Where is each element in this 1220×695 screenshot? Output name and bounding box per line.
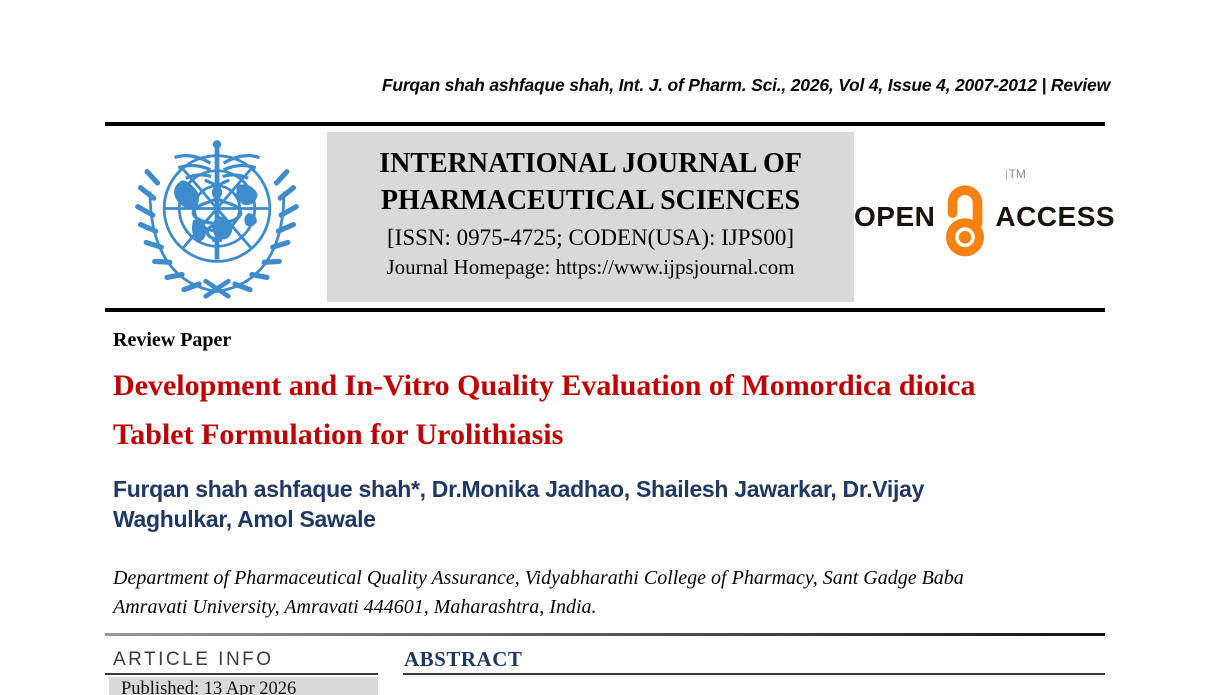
open-access-open-label: OPEN	[854, 201, 936, 232]
running-head: Furqan shah ashfaque shah, Int. J. of Ph…	[381, 75, 1110, 95]
published-date-cell: Published: 13 Apr 2026	[109, 677, 378, 695]
paper-title-line2: Tablet Formulation for Urolithiasis	[113, 418, 564, 451]
open-access-logo: OPEN TM ACCESS	[854, 126, 1115, 308]
section-divider-rule	[105, 633, 1105, 636]
authors-line: Furqan shah ashfaque shah*, Dr.Monika Ja…	[113, 474, 1113, 534]
trademark-label: TM	[1005, 168, 1026, 180]
affiliation-line2: Amravati University, Amravati 444601, Ma…	[113, 596, 597, 618]
open-lock-icon	[946, 185, 985, 257]
who-globe-caduceus-logo-icon	[135, 140, 299, 299]
journal-name-line2: PHARMACEUTICAL SCIENCES	[380, 185, 801, 216]
abstract-underline	[403, 673, 1105, 675]
article-info-underline	[105, 673, 378, 675]
authors-line2: Waghulkar, Amol Sawale	[113, 506, 376, 532]
journal-masthead: INTERNATIONAL JOURNAL OF PHARMACEUTICAL …	[105, 122, 1115, 312]
journal-name-line1: INTERNATIONAL JOURNAL OF	[379, 148, 802, 179]
affiliation-text: Department of Pharmaceutical Quality Ass…	[113, 564, 1113, 622]
paper-title-line1: Development and In-Vitro Quality Evaluat…	[113, 369, 976, 402]
article-info-heading: ARTICLE INFO	[113, 649, 274, 670]
open-access-access-label: ACCESS	[995, 201, 1116, 232]
paper-type-label: Review Paper	[113, 329, 232, 351]
journal-homepage-link[interactable]: Journal Homepage: https://www.ijpsjourna…	[386, 255, 795, 279]
paper-title: Development and In-Vitro Quality Evaluat…	[113, 361, 1123, 459]
journal-title-box: INTERNATIONAL JOURNAL OF PHARMACEUTICAL …	[327, 132, 854, 302]
authors-line1: Furqan shah ashfaque shah*, Dr.Monika Ja…	[113, 476, 925, 502]
affiliation-line1: Department of Pharmaceutical Quality Ass…	[113, 567, 964, 589]
abstract-heading: ABSTRACT	[404, 647, 523, 671]
journal-issn-coden: [ISSN: 0975-4725; CODEN(USA): IJPS00]	[387, 225, 794, 250]
